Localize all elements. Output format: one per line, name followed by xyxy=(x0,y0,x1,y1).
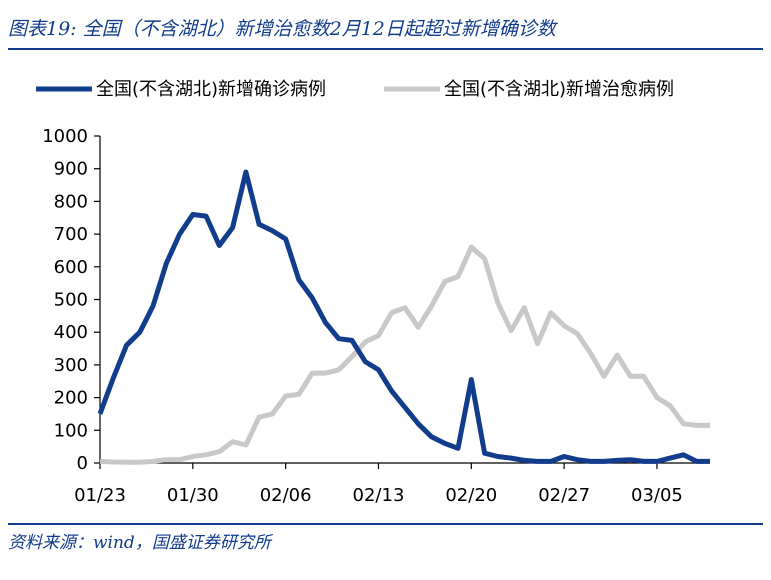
y-tick-label: 600 xyxy=(54,257,88,278)
series-line-confirmed xyxy=(97,169,710,464)
x-tick-label: 02/13 xyxy=(353,485,405,506)
x-tick-label: 01/30 xyxy=(167,485,219,506)
y-tick-label: 700 xyxy=(54,224,88,245)
y-tick-label: 100 xyxy=(54,420,88,441)
legend: 全国(不含湖北)新增确诊病例 全国(不含湖北)新增治愈病例 xyxy=(36,79,674,100)
title-divider xyxy=(8,48,763,50)
y-tick-label: 900 xyxy=(54,159,88,180)
y-tick-label: 800 xyxy=(54,191,88,212)
y-tick-label: 400 xyxy=(54,322,88,343)
series-line-recovered xyxy=(99,244,710,465)
x-tick-label: 01/23 xyxy=(74,485,126,506)
y-axis: 0 100 200 300 400 500 600 700 800 900 1000 xyxy=(42,126,101,474)
x-axis: 01/23 01/30 02/06 02/13 02/20 02/27 03/05 xyxy=(74,462,710,506)
source-note: 资料来源：wind，国盛证券研究所 xyxy=(8,533,271,553)
y-tick-label: 0 xyxy=(77,453,88,474)
x-tick-label: 02/20 xyxy=(445,485,497,506)
page-title: 图表19: 全国（不含湖北）新增治愈数2月12日起超过新增确诊数 xyxy=(8,18,556,40)
x-tick-label: 02/06 xyxy=(260,485,312,506)
x-tick-label: 03/05 xyxy=(631,485,683,506)
line-chart: 全国(不含湖北)新增确诊病例 全国(不含湖北)新增治愈病例 0 100 200 300… xyxy=(36,79,710,506)
y-tick-label: 1000 xyxy=(42,126,88,147)
legend-label-recovered: 全国(不含湖北)新增治愈病例 xyxy=(444,79,674,100)
source-divider xyxy=(8,523,763,525)
y-tick-label: 200 xyxy=(54,388,88,409)
y-tick-label: 300 xyxy=(54,355,88,376)
y-tick-label: 500 xyxy=(54,290,88,311)
series-layer xyxy=(97,169,710,465)
x-tick-label: 02/27 xyxy=(538,485,590,506)
legend-label-confirmed: 全国(不含湖北)新增确诊病例 xyxy=(96,79,326,100)
